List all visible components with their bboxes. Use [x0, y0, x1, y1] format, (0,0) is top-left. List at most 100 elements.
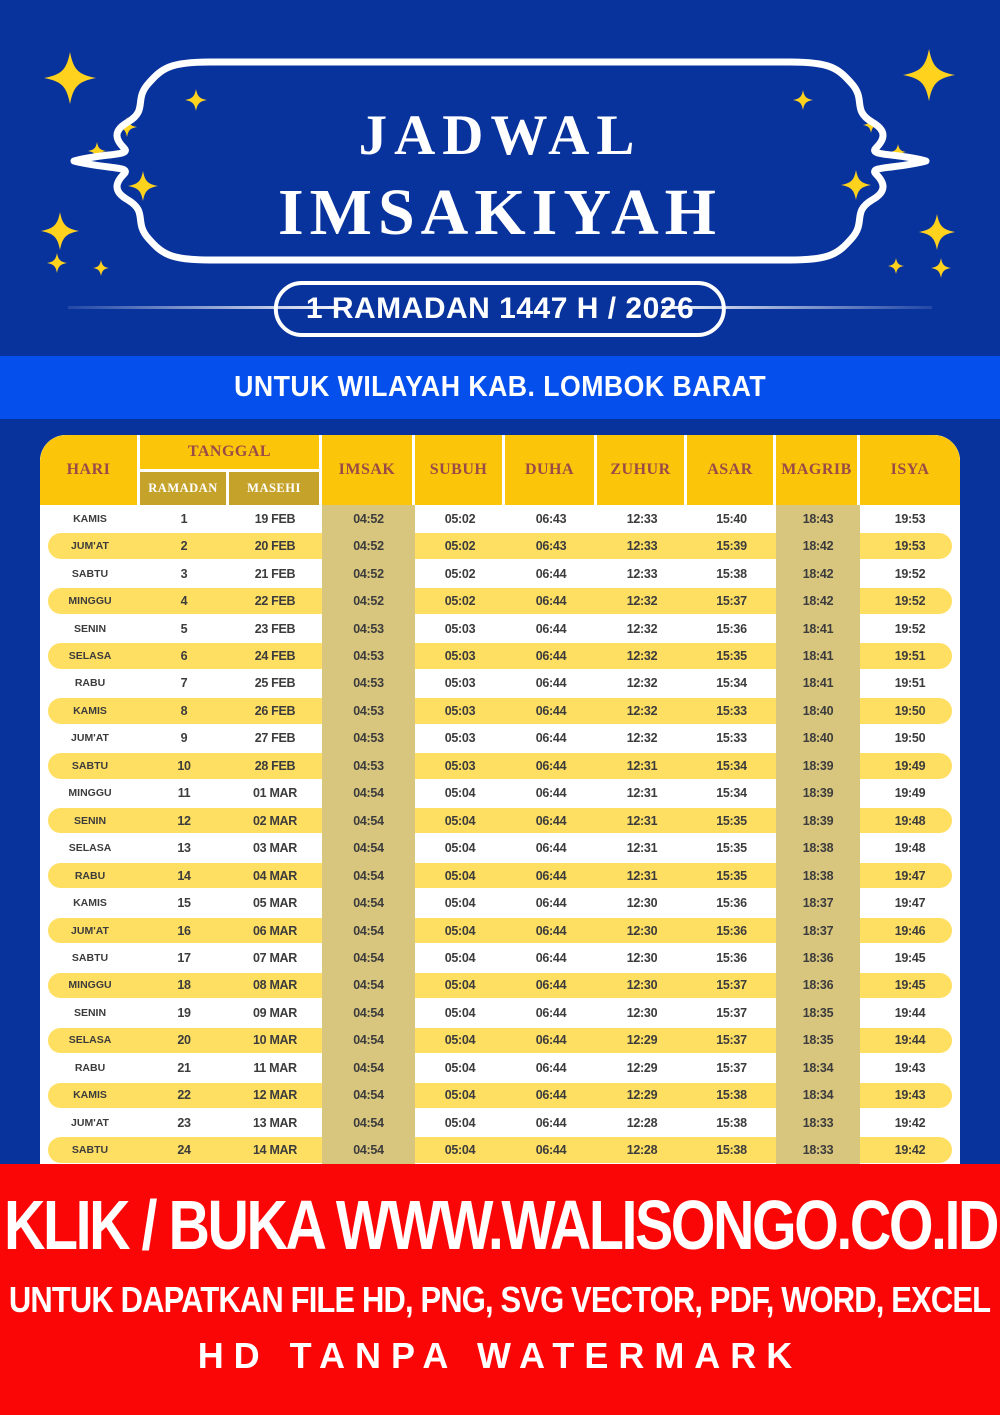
- region-banner: UNTUK WILAYAH KAB. LOMBOK BARAT: [0, 356, 1000, 419]
- table-row: JUM'AT 23 13 MAR 04:54 05:04 06:44 12:28…: [40, 1109, 960, 1136]
- cell-masehi: 10 MAR: [252, 1033, 298, 1048]
- cell-ramadan: 5: [180, 621, 188, 636]
- cell-subuh: 05:04: [444, 1060, 476, 1075]
- cell-duha: 06:44: [535, 1143, 567, 1158]
- cell-magrib: 18:40: [802, 703, 834, 718]
- cell-ramadan: 19: [177, 1005, 191, 1020]
- column-group-tanggal: TANGGAL RAMADAN MASEHI: [140, 435, 319, 505]
- cell-masehi: 09 MAR: [252, 1005, 298, 1020]
- cell-hari: SABTU: [71, 1144, 109, 1157]
- cell-imsak: 04:52: [353, 566, 384, 581]
- cell-masehi: 11 MAR: [253, 1060, 297, 1075]
- cell-ramadan: 10: [177, 758, 191, 773]
- cell-duha: 06:44: [535, 868, 567, 883]
- cell-asar: 15:40: [716, 511, 747, 526]
- imsak-column-band: [322, 505, 415, 1164]
- table-rows: KAMIS 1 19 FEB 04:52 05:02 06:43 12:33 1…: [40, 505, 960, 1164]
- cell-ramadan: 1: [180, 511, 188, 526]
- cell-zuhur: 12:32: [626, 594, 658, 609]
- table-row: SENIN 19 09 MAR 04:54 05:04 06:44 12:30 …: [40, 999, 960, 1026]
- cell-isya: 19:43: [894, 1060, 926, 1075]
- poster-title-line1: Jadwal: [358, 81, 642, 172]
- cell-zuhur: 12:32: [626, 648, 658, 663]
- cell-isya: 19:47: [894, 896, 926, 911]
- column-header-tanggal: TANGGAL: [140, 435, 319, 469]
- cell-zuhur: 12:32: [626, 703, 658, 718]
- cell-duha: 06:44: [535, 1033, 567, 1048]
- cell-subuh: 05:03: [444, 703, 476, 718]
- column-header-ramadan: RAMADAN: [140, 472, 226, 505]
- cell-asar: 15:35: [716, 813, 747, 828]
- table-row: KAMIS 1 19 FEB 04:52 05:02 06:43 12:33 1…: [40, 505, 960, 532]
- table-row: RABU 21 11 MAR 04:54 05:04 06:44 12:29 1…: [40, 1054, 960, 1081]
- plaque-ornamental-frame-icon: [70, 58, 930, 264]
- cell-asar: 15:37: [716, 1033, 747, 1048]
- column-header-magrib: MAGRIB: [776, 435, 857, 505]
- cell-imsak: 04:54: [353, 1115, 384, 1130]
- cell-asar: 15:39: [716, 539, 747, 554]
- cell-zuhur: 12:29: [626, 1060, 658, 1075]
- cell-hari: KAMIS: [73, 512, 107, 525]
- promo-link-text[interactable]: KLIK / BUKA WWW.WALISONGO.CO.ID: [3, 1186, 999, 1264]
- cell-masehi: 28 FEB: [254, 758, 296, 773]
- cell-zuhur: 12:30: [626, 950, 658, 965]
- cell-zuhur: 12:30: [626, 978, 658, 993]
- cell-hari: RABU: [74, 677, 106, 690]
- cell-subuh: 05:03: [444, 676, 476, 691]
- cell-imsak: 04:54: [353, 1033, 384, 1048]
- cell-duha: 06:43: [535, 511, 567, 526]
- cell-magrib: 18:35: [802, 1033, 834, 1048]
- cell-masehi: 07 MAR: [252, 950, 298, 965]
- column-header-asar: ASAR: [687, 435, 773, 505]
- cell-hari: RABU: [74, 869, 106, 882]
- cell-zuhur: 12:31: [626, 868, 658, 883]
- cell-imsak: 04:54: [353, 1005, 384, 1020]
- promo-description: UNTUK DAPATKAN FILE HD, PNG, SVG VECTOR,…: [9, 1279, 991, 1320]
- cell-duha: 06:44: [535, 813, 567, 828]
- cell-masehi: 20 FEB: [254, 539, 296, 554]
- cell-subuh: 05:03: [444, 758, 476, 773]
- cell-duha: 06:44: [535, 676, 567, 691]
- cell-subuh: 05:04: [444, 1005, 476, 1020]
- cell-duha: 06:44: [535, 621, 567, 636]
- cell-asar: 15:35: [716, 841, 747, 856]
- cell-magrib: 18:42: [802, 594, 834, 609]
- table-row: SABTU 3 21 FEB 04:52 05:02 06:44 12:33 1…: [40, 560, 960, 587]
- cell-asar: 15:33: [716, 731, 747, 746]
- cell-masehi: 12 MAR: [252, 1088, 298, 1103]
- column-header-subuh: SUBUH: [415, 435, 502, 505]
- cell-masehi: 19 FEB: [254, 511, 296, 526]
- cell-asar: 15:38: [716, 1088, 747, 1103]
- cell-isya: 19:50: [894, 703, 926, 718]
- cell-hari: SENIN: [73, 1006, 107, 1019]
- cell-asar: 15:36: [716, 896, 747, 911]
- column-header-isya: ISYA: [860, 435, 960, 505]
- decor-line-left: [68, 306, 338, 309]
- cell-magrib: 18:36: [802, 950, 834, 965]
- cell-isya: 19:43: [894, 1088, 926, 1103]
- table-body: KAMIS 1 19 FEB 04:52 05:02 06:43 12:33 1…: [40, 505, 960, 1164]
- cell-ramadan: 9: [180, 731, 188, 746]
- cell-asar: 15:35: [716, 868, 747, 883]
- cell-magrib: 18:41: [802, 676, 834, 691]
- cell-subuh: 05:04: [444, 786, 476, 801]
- cell-subuh: 05:04: [444, 1088, 476, 1103]
- cell-subuh: 05:04: [444, 1115, 476, 1130]
- table-row: SELASA 13 03 MAR 04:54 05:04 06:44 12:31…: [40, 834, 960, 861]
- cell-asar: 15:33: [716, 703, 747, 718]
- cell-asar: 15:37: [716, 978, 747, 993]
- cell-subuh: 05:02: [444, 566, 476, 581]
- cell-masehi: 01 MAR: [252, 786, 298, 801]
- decor-line-right: [662, 306, 932, 309]
- cell-asar: 15:36: [716, 621, 747, 636]
- cell-isya: 19:49: [894, 758, 926, 773]
- cell-imsak: 04:53: [353, 648, 384, 663]
- cell-duha: 06:44: [535, 703, 567, 718]
- cell-imsak: 04:54: [353, 896, 384, 911]
- cell-duha: 06:44: [535, 1005, 567, 1020]
- cell-masehi: 08 MAR: [252, 978, 298, 993]
- cell-ramadan: 8: [180, 703, 188, 718]
- cell-magrib: 18:37: [802, 923, 834, 938]
- cell-isya: 19:42: [894, 1143, 926, 1158]
- cell-ramadan: 2: [180, 539, 188, 554]
